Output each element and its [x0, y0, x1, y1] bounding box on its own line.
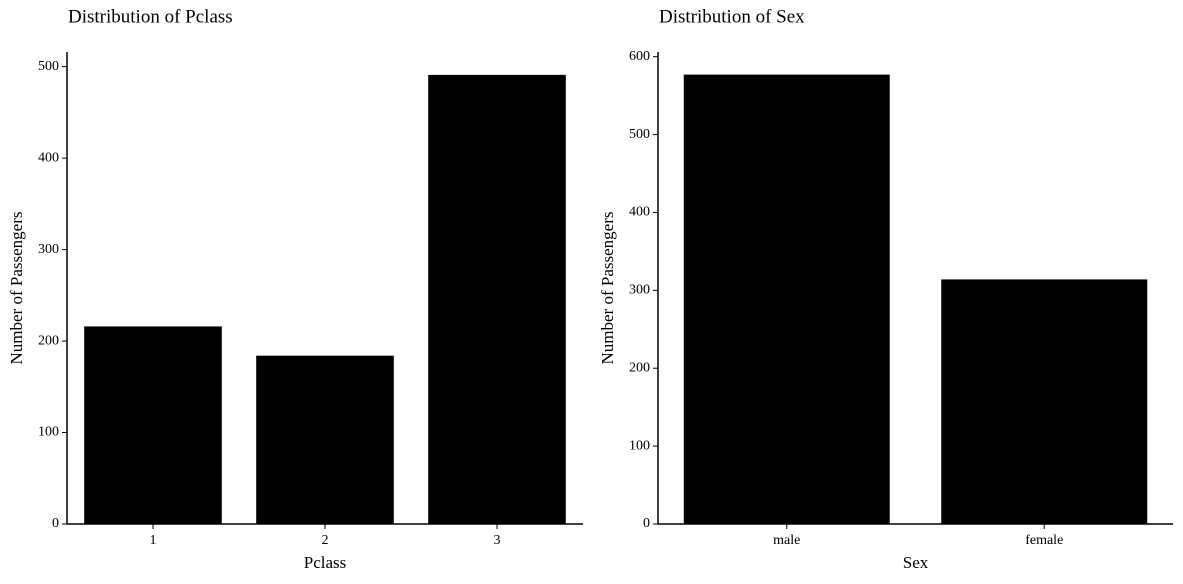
y-axis-label: Number of Passengers: [598, 212, 617, 365]
x-tick-label: 2: [322, 533, 329, 548]
y-tick-label: 400: [38, 150, 59, 165]
x-axis-label: Sex: [903, 553, 929, 572]
x-tick-label: 1: [150, 533, 157, 548]
y-tick-label: 600: [629, 49, 650, 64]
bar: [683, 74, 890, 524]
x-tick-label: male: [773, 533, 800, 548]
bar: [428, 74, 566, 524]
bar: [256, 355, 394, 524]
chart-title: Distribution of Sex: [659, 6, 805, 27]
y-tick-label: 100: [629, 438, 650, 453]
bar: [941, 279, 1148, 524]
y-axis-label: Number of Passengers: [7, 212, 26, 365]
chart-title: Distribution of Pclass: [68, 6, 233, 27]
y-tick-label: 0: [643, 516, 650, 531]
x-axis-label: Pclass: [304, 553, 347, 572]
x-tick-label: female: [1025, 533, 1063, 548]
y-tick-label: 300: [38, 242, 59, 257]
x-tick-label: 3: [494, 533, 501, 548]
y-tick-label: 0: [52, 516, 59, 531]
bar: [84, 326, 222, 524]
y-tick-label: 200: [38, 333, 59, 348]
y-tick-label: 200: [629, 360, 650, 375]
y-tick-label: 100: [38, 425, 59, 440]
y-tick-label: 400: [629, 205, 650, 220]
y-tick-label: 500: [629, 127, 650, 142]
y-tick-label: 300: [629, 283, 650, 298]
y-tick-label: 500: [38, 59, 59, 74]
